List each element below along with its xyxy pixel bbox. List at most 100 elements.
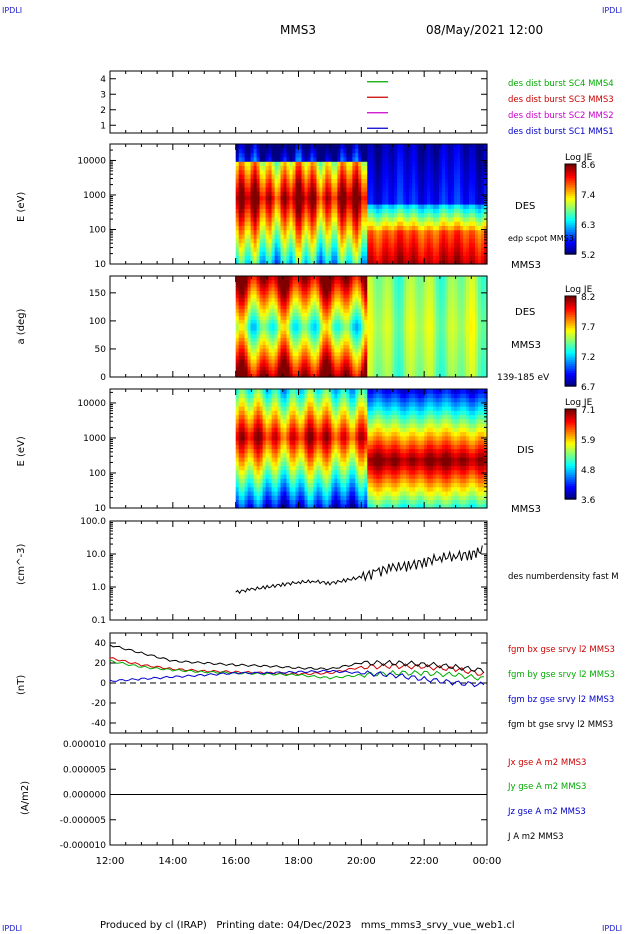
- des-pitch-cell: [274, 340, 279, 346]
- des-pitch-cell: [349, 322, 353, 328]
- des-energy-cell: [250, 234, 255, 239]
- des-pitch-cell: [340, 369, 344, 374]
- des-pitch-cell: [298, 326, 303, 331]
- des-energy-cell: [478, 178, 482, 184]
- des-pitch-cell: [430, 351, 434, 356]
- des-pitch-cell: [409, 366, 413, 371]
- des-pitch-cell: [451, 326, 455, 331]
- des-energy-cell: [409, 191, 413, 196]
- des-energy-cell: [388, 165, 392, 171]
- des-pitch-cell: [361, 312, 365, 317]
- des-energy-cell: [316, 255, 321, 261]
- des-energy-cell: [463, 178, 467, 184]
- des-pitch-cell: [253, 286, 258, 291]
- des-pitch-cell: [292, 333, 297, 338]
- des-pitch-cell: [406, 297, 410, 302]
- des-energy-cell: [286, 221, 291, 226]
- des-energy-cell: [256, 246, 261, 252]
- des-pitch-cell: [385, 348, 389, 353]
- des-energy-cell: [241, 259, 246, 265]
- des-energy-cell: [304, 208, 309, 214]
- des-pitch-cell: [238, 283, 243, 288]
- des-energy-cell: [370, 182, 374, 188]
- des-pitch-cell: [358, 294, 362, 299]
- des-energy-cell: [253, 242, 258, 248]
- des-energy-cell: [454, 251, 458, 256]
- des-pitch-cell: [427, 301, 431, 306]
- des-pitch-cell: [316, 362, 321, 367]
- des-energy-cell: [298, 178, 303, 184]
- des-pitch-cell: [304, 308, 309, 313]
- des-pitch-cell: [364, 283, 368, 288]
- des-energy-cell: [409, 144, 413, 149]
- des-energy-cell: [256, 148, 261, 154]
- des-energy-cell: [331, 169, 335, 175]
- des-energy-cell: [364, 225, 368, 231]
- des-pitch-cell: [349, 308, 353, 313]
- des-energy-cell: [289, 148, 294, 154]
- des-energy-cell: [412, 148, 416, 154]
- des-energy-cell: [277, 195, 282, 201]
- des-energy-cell: [307, 144, 312, 149]
- des-energy-cell: [412, 191, 416, 196]
- des-pitch-cell: [355, 326, 359, 331]
- des-energy-cell: [358, 234, 362, 239]
- des-pitch-cell: [331, 355, 335, 360]
- des-energy-cell: [388, 225, 392, 231]
- availability-ytick-label: 4: [100, 75, 106, 85]
- des-energy-cell: [385, 182, 389, 188]
- des-pitch-cell: [241, 294, 246, 299]
- des-energy-cell: [340, 221, 344, 226]
- des-pitch-cell: [349, 290, 353, 295]
- des-energy-cell: [307, 191, 312, 196]
- des-pitch-cell: [460, 286, 464, 291]
- des-pitch-cell: [277, 373, 282, 378]
- des-energy-cell: [259, 182, 264, 188]
- des-pitch-cell: [451, 276, 455, 281]
- des-pitch-cell: [379, 283, 383, 288]
- des-energy-cell: [364, 246, 368, 252]
- des-energy-cell: [475, 204, 479, 209]
- des-energy-cell: [244, 221, 249, 226]
- des-pitch-cell: [457, 276, 461, 281]
- des-energy-cell: [340, 229, 344, 235]
- des-energy-cell: [277, 152, 282, 158]
- des-pitch-cell: [280, 369, 285, 374]
- des-energy-cell: [424, 216, 428, 222]
- des-pitch-cell: [238, 286, 243, 291]
- des-pitch-cell: [265, 330, 270, 335]
- des-energy-cell: [292, 208, 297, 214]
- des-pitch-cell: [427, 319, 431, 324]
- des-pitch-cell: [418, 326, 422, 331]
- des-energy-cell: [391, 225, 395, 231]
- des-pitch-cell: [253, 283, 258, 288]
- des-energy-cell: [328, 238, 332, 244]
- des-energy-cell: [322, 225, 326, 231]
- des-pitch-cell: [421, 344, 425, 349]
- des-energy-cell: [325, 212, 329, 218]
- des-pitch-cell: [358, 297, 362, 302]
- des-energy-cell: [460, 165, 464, 171]
- des-energy-cell: [412, 161, 416, 166]
- des-energy-cell: [307, 152, 312, 158]
- des-pitch-cell: [418, 294, 422, 299]
- des-pitch-cell: [451, 348, 455, 353]
- des-energy-cell: [442, 199, 446, 205]
- des-energy-cell: [286, 174, 291, 179]
- des-pitch-cell: [253, 290, 258, 295]
- des-pitch-cell: [247, 279, 252, 284]
- des-energy-cell: [286, 229, 291, 235]
- des-energy-cell: [310, 259, 315, 265]
- des-energy-cell: [421, 251, 425, 256]
- des-pitch-cell: [247, 283, 252, 288]
- des-energy-cell: [253, 229, 258, 235]
- des-pitch-cell: [355, 279, 359, 284]
- des-pitch-cell: [295, 326, 300, 331]
- des-pitch-cell: [451, 359, 455, 364]
- des-energy-cell: [331, 246, 335, 252]
- des-pitch-cell: [304, 304, 309, 310]
- des-pitch-cell: [418, 312, 422, 317]
- des-pitch-cell: [283, 312, 288, 317]
- des-pitch-cell: [256, 322, 261, 328]
- des-pitch-cell: [244, 286, 249, 291]
